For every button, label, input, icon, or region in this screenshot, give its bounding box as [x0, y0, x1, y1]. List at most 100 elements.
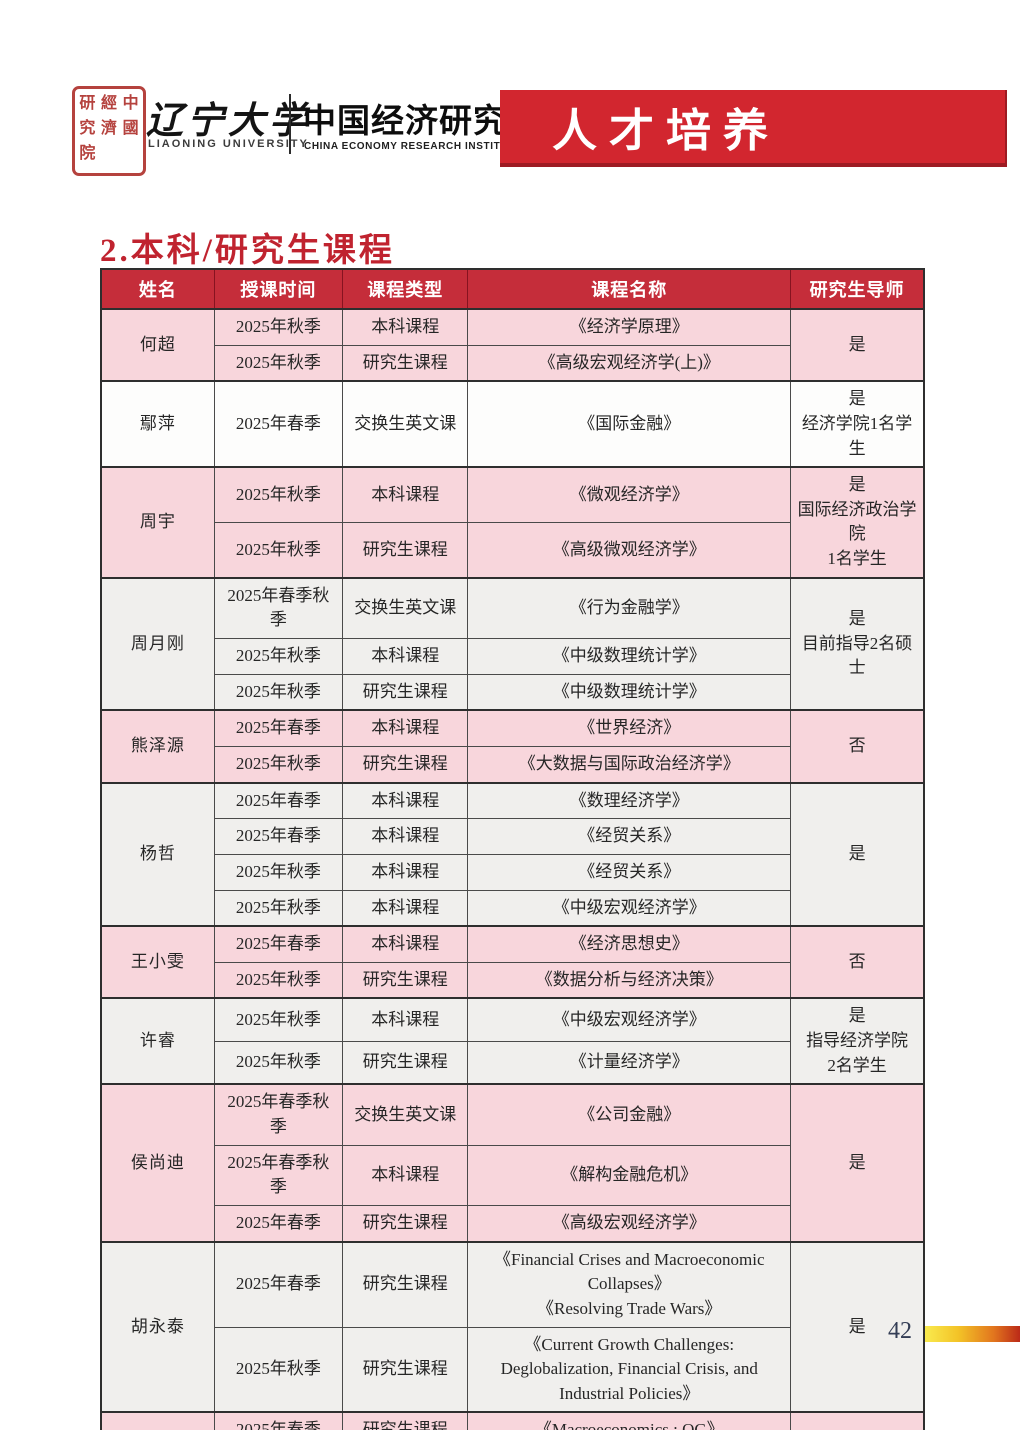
time-cell: 2025年秋季: [213, 307, 344, 346]
banner-title: 人才培养: [552, 105, 781, 156]
table-row: 2025年秋季 研究生课程 《大数据与国际政治经济学》: [101, 745, 924, 784]
course-title-cell: 《高级宏观经济学》: [467, 1204, 792, 1243]
column-header: 课程类型: [342, 268, 469, 310]
table-row: 2025年秋季 研究生课程 《高级微观经济学》: [101, 521, 924, 579]
table-row: 周月刚 2025年春季秋季 交换生英文课 《行为金融学》是 目前指导2名硕士: [100, 576, 925, 711]
column-header: 课程名称: [467, 268, 792, 310]
course-type-cell: 研究生课程: [342, 961, 469, 999]
table-row: 许睿 2025年秋季 本科课程 《中级宏观经济学》是 指导经济学院 2名学生: [100, 997, 925, 1085]
table-row: 2025年秋季 研究生课程 《Current Growth Challenges: …: [101, 1326, 924, 1413]
course-title-cell: 《经贸关系》: [467, 818, 792, 855]
course-type-cell: 本科课程: [342, 997, 469, 1042]
course-title-cell: 《行为金融学》: [467, 576, 792, 640]
column-header: 研究生导师: [790, 268, 925, 310]
course-title-cell: 《解构金融危机》: [467, 1144, 792, 1206]
time-cell: 2025年秋季: [213, 889, 344, 927]
seal-column-text: 中國: [122, 95, 139, 137]
course-title-cell: 《中级数理统计学》: [467, 673, 792, 711]
table-row: 2025年秋季 研究生课程 《高级宏观经济学(上)》: [101, 344, 924, 382]
time-cell: 2025年春季秋季: [213, 1083, 344, 1146]
table-row: 何超 2025年秋季 本科课程 《经济学原理》是: [100, 307, 925, 382]
teacher-name-cell: 周宇: [100, 466, 215, 579]
time-cell: 2025年秋季: [213, 466, 344, 523]
course-title-cell: 《Financial Crises and Macroeconomic Coll…: [467, 1240, 792, 1328]
time-cell: 2025年秋季: [213, 745, 344, 784]
page-number: 42: [888, 1318, 912, 1344]
course-title-cell: 《经济学原理》: [467, 307, 792, 346]
seal-column-text: 經濟: [100, 95, 117, 137]
course-title-cell: 《数据分析与经济决策》: [467, 961, 792, 999]
course-type-cell: 本科课程: [342, 853, 469, 891]
course-type-cell: 本科课程: [342, 466, 469, 523]
seal-column-text: 研究院: [79, 95, 96, 162]
supervisor-cell: 是 指导经济学院 2名学生: [790, 997, 925, 1085]
course-title-cell: 《高级微观经济学》: [467, 521, 792, 579]
time-cell: 2025年秋季: [213, 1040, 344, 1085]
course-type-cell: 研究生课程: [342, 745, 469, 784]
institute-name-english: CHINA ECONOMY RESEARCH INSTITUTE: [304, 141, 523, 152]
course-type-cell: 研究生课程: [342, 1040, 469, 1085]
teacher-name-cell: 拉塞尔·库珀: [100, 1411, 215, 1430]
course-type-cell: 研究生课程: [342, 1326, 469, 1413]
time-cell: 2025年秋季: [213, 673, 344, 711]
teacher-name-cell: 鄢萍: [100, 380, 215, 468]
time-cell: 2025年秋季: [213, 853, 344, 891]
time-cell: 2025年春季: [213, 709, 344, 747]
course-title-cell: 《中级宏观经济学》: [467, 997, 792, 1042]
course-type-cell: 本科课程: [342, 781, 469, 820]
supervisor-cell: 是 经济学院1名学生: [790, 380, 925, 468]
course-type-cell: 交换生英文课: [342, 576, 469, 640]
table-row: 2025年春季 研究生课程 《高级宏观经济学》: [101, 1204, 924, 1243]
course-title-cell: 《大数据与国际政治经济学》: [467, 745, 792, 784]
table-row: 2025年秋季 研究生课程 《数据分析与经济决策》: [101, 961, 924, 999]
teacher-name-cell: 王小雯: [100, 925, 215, 999]
course-title-cell: 《公司金融》: [467, 1083, 792, 1146]
course-type-cell: 本科课程: [342, 709, 469, 747]
time-cell: 2025年春季秋季: [213, 576, 344, 640]
table-row: 2025年秋季 研究生课程 《计量经济学》: [101, 1040, 924, 1085]
course-type-cell: 研究生课程: [342, 1240, 469, 1328]
course-type-cell: 交换生英文课: [342, 1083, 469, 1146]
table-row: 2025年秋季 研究生课程 《中级数理统计学》: [101, 673, 924, 711]
course-title-cell: 《微观经济学》: [467, 466, 792, 523]
course-type-cell: 研究生课程: [342, 1204, 469, 1243]
table-row: 胡永泰 2025年春季 研究生课程 《Financial Crises and Mac…: [100, 1240, 925, 1413]
teacher-name-cell: 熊泽源: [100, 709, 215, 784]
supervisor-cell: 是: [790, 1411, 925, 1430]
course-type-cell: 交换生英文课: [342, 380, 469, 468]
course-type-cell: 研究生课程: [342, 521, 469, 579]
teacher-name-cell: 何超: [100, 307, 215, 382]
university-name-calligraphy: 辽宁大学: [146, 101, 310, 142]
table-row: 鄢萍 2025年春季 交换生英文课 《国际金融》是 经济学院1名学生: [100, 380, 925, 468]
course-title-cell: 《经贸关系》: [467, 853, 792, 891]
footer-gradient-bar: [925, 1326, 1020, 1342]
course-title-cell: 《Current Growth Challenges: Deglobalizat…: [467, 1326, 792, 1413]
time-cell: 2025年秋季: [213, 997, 344, 1042]
supervisor-cell: 是: [790, 781, 925, 927]
course-type-cell: 研究生课程: [342, 1411, 469, 1430]
course-title-cell: 《中级数理统计学》: [467, 638, 792, 675]
table-row: 杨哲 2025年春季 本科课程 《数理经济学》是: [100, 781, 925, 927]
time-cell: 2025年春季: [213, 781, 344, 820]
time-cell: 2025年春季秋季: [213, 1144, 344, 1206]
course-title-cell: 《数理经济学》: [467, 781, 792, 820]
table-header-row: 姓名 授课时间 课程类型 课程名称 研究生导师: [100, 268, 925, 310]
supervisor-cell: 是: [790, 1240, 925, 1413]
supervisor-cell: 否: [790, 709, 925, 784]
column-header: 授课时间: [213, 268, 344, 310]
course-table: 姓名 授课时间 课程类型 课程名称 研究生导师 何超 2025年秋季 本科课程 《经济学原理》…: [100, 268, 925, 1430]
table-row: 侯尚迪 2025年春季秋季 交换生英文课 《公司金融》是: [100, 1083, 925, 1243]
course-type-cell: 研究生课程: [342, 673, 469, 711]
course-title-cell: 《Macroeconomics : OG》: [467, 1411, 792, 1430]
course-title-cell: 《世界经济》: [467, 709, 792, 747]
teacher-name-cell: 杨哲: [100, 781, 215, 927]
teacher-name-cell: 许睿: [100, 997, 215, 1085]
teacher-name-cell: 周月刚: [100, 576, 215, 711]
course-title-cell: 《中级宏观经济学》: [467, 889, 792, 927]
university-name-english: LIAONING UNIVERSITY: [148, 138, 309, 150]
course-title-cell: 《高级宏观经济学(上)》: [467, 344, 792, 382]
course-title-cell: 《经济思想史》: [467, 925, 792, 963]
teacher-name-cell: 侯尚迪: [100, 1083, 215, 1243]
teacher-name-cell: 胡永泰: [100, 1240, 215, 1413]
table-row: 拉塞尔·库珀2025年春季研究生课程《Macroeconomics : OG》是: [100, 1411, 925, 1430]
